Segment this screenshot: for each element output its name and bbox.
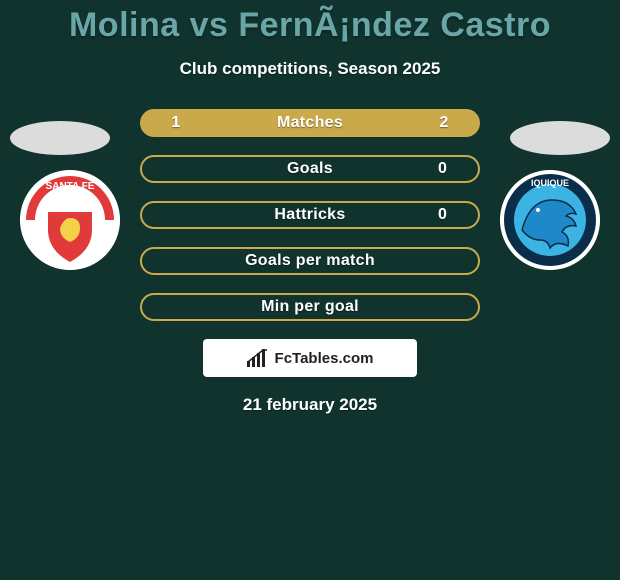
svg-text:SANTA FE: SANTA FE (46, 181, 95, 192)
club-badge-right: IQUIQUE (500, 170, 600, 270)
bar-chart-icon (247, 349, 269, 367)
stat-row-goals-per-match: Goals per match (140, 247, 480, 275)
attribution-text: FcTables.com (275, 350, 374, 367)
stat-right-value: 0 (438, 160, 450, 178)
stat-label: Min per goal (182, 298, 438, 316)
stat-row-hattricks: Hattricks 0 (140, 201, 480, 229)
stats-column: 1 Matches 2 Goals 0 Hattricks 0 Goals pe… (140, 109, 480, 321)
stat-label: Hattricks (182, 206, 438, 224)
stat-right-value: 0 (438, 206, 450, 224)
player-avatar-right (510, 121, 610, 155)
club-badge-left: SANTA FE (20, 170, 120, 270)
attribution-box: FcTables.com (203, 339, 417, 377)
page-title: Molina vs FernÃ¡ndez Castro (69, 6, 551, 45)
stat-right-value: 2 (438, 114, 450, 132)
iquique-crest-icon: IQUIQUE (500, 170, 600, 270)
subtitle: Club competitions, Season 2025 (180, 59, 441, 79)
santa-fe-crest-icon: SANTA FE (20, 170, 120, 270)
player-avatar-left (10, 121, 110, 155)
stat-label: Goals per match (182, 252, 438, 270)
stat-label: Matches (182, 114, 438, 132)
stat-row-goals: Goals 0 (140, 155, 480, 183)
stat-row-matches: 1 Matches 2 (140, 109, 480, 137)
content: Molina vs FernÃ¡ndez Castro Club competi… (0, 0, 620, 580)
svg-text:IQUIQUE: IQUIQUE (531, 178, 569, 188)
stat-row-min-per-goal: Min per goal (140, 293, 480, 321)
stat-left-value: 1 (170, 114, 182, 132)
stat-label: Goals (182, 160, 438, 178)
date-text: 21 february 2025 (243, 395, 377, 415)
